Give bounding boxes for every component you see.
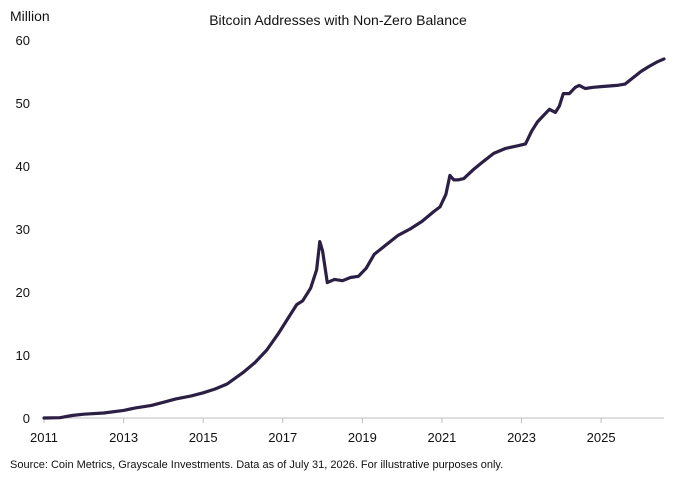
x-tick-label: 2011 [30, 430, 58, 445]
y-tick-label: 20 [16, 285, 30, 300]
chart-title: Bitcoin Addresses with Non-Zero Balance [209, 12, 467, 28]
x-tick-label: 2017 [268, 430, 297, 445]
y-tick-label: 40 [16, 159, 30, 174]
x-axis: 2011 2013 2015 2017 2019 2021 2023 2025 [30, 418, 616, 445]
x-tick-label: 2021 [427, 430, 456, 445]
y-tick-label: 0 [23, 411, 30, 426]
x-tick-label: 2025 [587, 430, 616, 445]
y-tick-label: 50 [16, 96, 30, 111]
series-line [42, 57, 666, 420]
x-tick-label: 2019 [348, 430, 377, 445]
x-tick-label: 2015 [189, 430, 218, 445]
source-note: Source: Coin Metrics, Grayscale Investme… [10, 459, 503, 471]
x-tick-label: 2023 [507, 430, 536, 445]
y-axis-unit-label: Million [10, 8, 50, 24]
x-tick-label: 2013 [109, 430, 138, 445]
y-tick-label: 60 [16, 33, 30, 48]
y-axis: 0 10 20 30 40 50 60 [16, 33, 30, 426]
y-tick-label: 10 [16, 348, 30, 363]
y-tick-label: 30 [16, 222, 30, 237]
